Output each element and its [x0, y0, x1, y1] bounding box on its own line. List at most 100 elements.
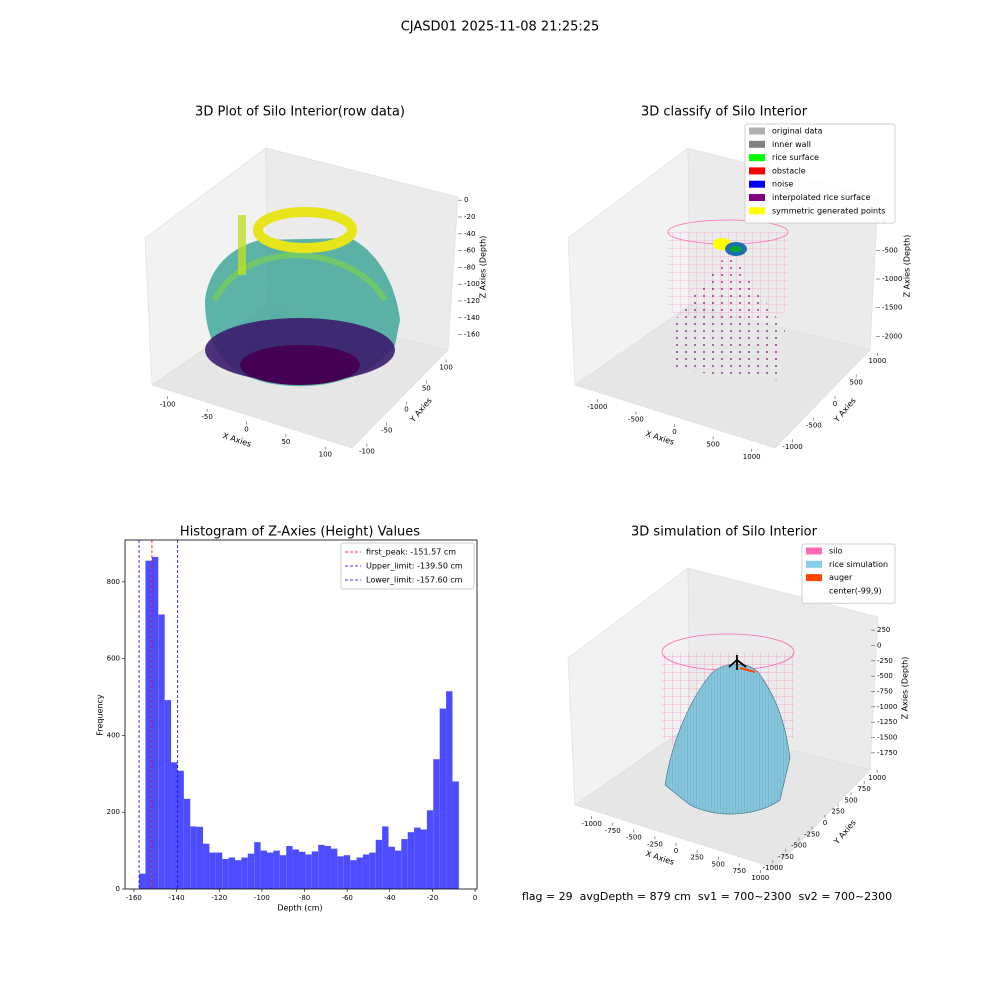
y-tick-label: -500 — [791, 842, 807, 850]
z-tick-label: -1000 — [877, 703, 897, 711]
chart-title: 3D classify of Silo Interior — [641, 105, 808, 120]
bar — [145, 560, 152, 889]
y-tick-label: -250 — [804, 830, 820, 838]
bar — [164, 700, 172, 889]
axes-frame — [124, 539, 478, 890]
z-axis-label: Z Axies (Depth) — [903, 235, 912, 298]
bar — [190, 826, 197, 889]
x-axis-label: X Axies — [645, 429, 676, 447]
x-tick-label: -100 — [160, 400, 176, 408]
z-tick-label: -250 — [877, 657, 893, 665]
bar — [151, 556, 159, 889]
bar — [324, 845, 331, 889]
bar — [266, 852, 274, 889]
legend-box — [744, 123, 896, 224]
y-tick-label: 100 — [439, 364, 452, 372]
legend-box — [340, 542, 475, 590]
z-axis-label: Z Axies (Depth) — [479, 236, 488, 299]
bar — [433, 759, 440, 889]
z-tick-label: -80 — [464, 263, 475, 271]
legend-label: first_peak: -151.57 cm — [366, 548, 456, 557]
x-tick-label: -120 — [211, 894, 227, 902]
z-tick-label: -100 — [464, 280, 480, 288]
x-tick-label: 1000 — [743, 453, 761, 461]
z-tick-label: -750 — [877, 688, 893, 696]
x-tick-label: 0 — [244, 426, 248, 434]
legend-label: Upper_limit: -139.50 cm — [366, 562, 463, 571]
chart-title: 3D simulation of Silo Interior — [631, 525, 818, 540]
bar — [343, 855, 351, 889]
bar — [305, 854, 312, 889]
legend-label: original data — [772, 127, 823, 136]
bar — [254, 842, 261, 889]
bar — [369, 852, 376, 889]
y-tick-label: -50 — [381, 427, 392, 435]
y-tick-label: 0 — [116, 885, 120, 893]
bar — [407, 832, 415, 889]
z-tick-label: -500 — [877, 672, 893, 680]
y-axis-label: Frequency — [96, 694, 105, 736]
bar — [446, 691, 453, 889]
legend-swatch — [806, 574, 822, 582]
y-tick-label: 400 — [107, 731, 120, 739]
y-tick-label: 0 — [404, 406, 408, 414]
x-tick-label: -20 — [427, 894, 438, 902]
z-tick-label: -1500 — [882, 304, 902, 312]
bar — [388, 846, 395, 889]
z-tick-label: 250 — [877, 626, 890, 634]
legend-swatch — [749, 207, 765, 215]
y-tick-label: 800 — [107, 578, 120, 586]
bar — [247, 853, 255, 889]
suptitle: CJASD01 2025-11-08 21:25:25 — [401, 20, 600, 35]
bar — [394, 850, 402, 889]
chart-title: Histogram of Z-Axies (Height) Values — [180, 525, 420, 540]
y-tick-label: 500 — [850, 378, 863, 386]
z-tick-label: -40 — [464, 230, 475, 238]
legend-swatch — [749, 194, 765, 201]
legend-swatch — [749, 140, 765, 148]
x-tick-label: 0 — [473, 894, 477, 902]
bar — [228, 857, 236, 889]
z-tick-label: 0 — [877, 641, 881, 649]
bar — [177, 770, 184, 889]
legend-box — [801, 543, 896, 604]
x-axis-label: X Axies — [222, 431, 253, 449]
bar — [279, 855, 287, 889]
z-tick-label: -500 — [882, 246, 898, 254]
legend-label: symmetric generated points — [772, 206, 885, 215]
x-tick-label: -60 — [341, 894, 352, 902]
bar — [292, 849, 299, 889]
y-tick-label: 600 — [107, 655, 120, 663]
bar — [318, 844, 325, 889]
bar — [414, 827, 421, 889]
bar — [158, 614, 165, 889]
y-tick-label: 0 — [823, 819, 827, 827]
point-cloud — [205, 207, 400, 387]
chart-title: 3D Plot of Silo Interior(row data) — [195, 105, 405, 120]
bar — [183, 798, 191, 889]
x-axis-label: X Axies — [645, 849, 676, 867]
bar — [209, 852, 216, 889]
x-tick-label: -50 — [201, 413, 212, 421]
y-axis-label: Y Axies — [832, 818, 858, 847]
bar — [235, 860, 242, 889]
legend-label: Lower_limit: -157.60 cm — [366, 576, 463, 585]
bar — [222, 859, 229, 889]
silo-simulation — [661, 633, 795, 815]
legend-swatch — [806, 547, 822, 555]
bar — [203, 843, 210, 889]
y-tick-label: 1000 — [868, 357, 886, 365]
x-tick-label: -1000 — [581, 820, 601, 828]
bar — [286, 845, 293, 889]
x-tick-label: 250 — [690, 854, 703, 862]
x-tick-label: -500 — [626, 834, 642, 842]
z-tick-label: 0 — [464, 196, 468, 204]
bar — [337, 856, 344, 889]
x-tick-label: -140 — [169, 894, 185, 902]
bar — [330, 848, 338, 889]
x-tick-label: 100 — [319, 451, 332, 459]
legend-label: rice surface — [772, 153, 819, 162]
y-tick-label: -500 — [806, 422, 822, 430]
x-tick-label: 500 — [711, 860, 724, 868]
bar — [139, 873, 146, 889]
